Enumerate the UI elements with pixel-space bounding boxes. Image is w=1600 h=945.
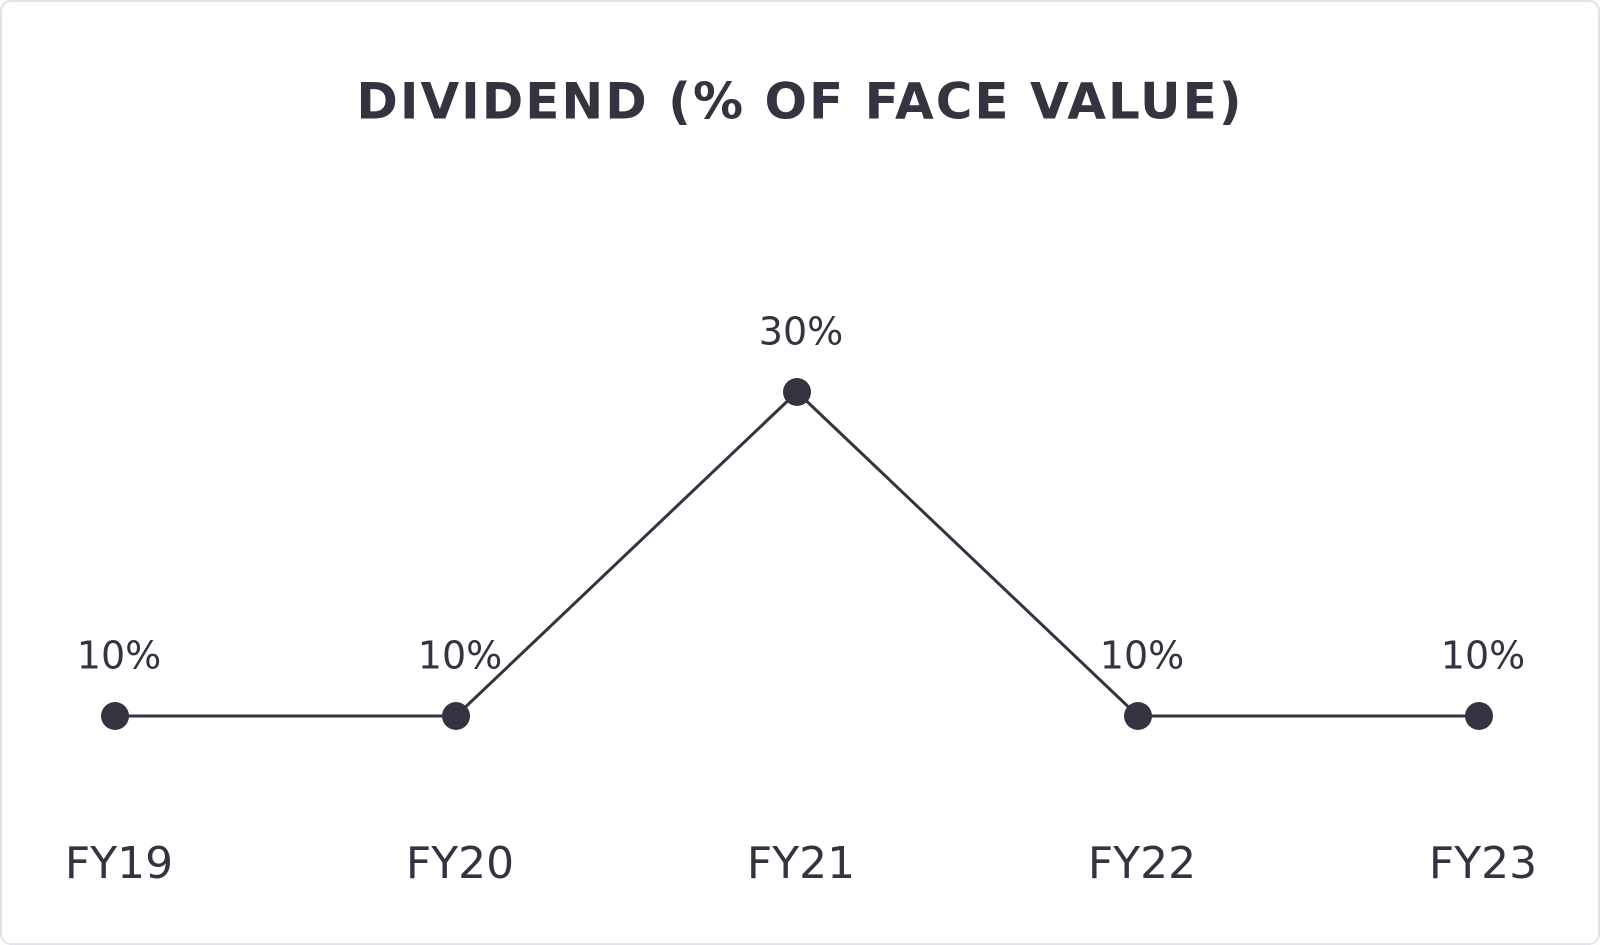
value-label: 30% bbox=[759, 310, 843, 354]
point bbox=[1124, 702, 1152, 730]
x-tick-label: FY19 bbox=[65, 838, 173, 889]
x-tick-label: FY20 bbox=[406, 838, 514, 889]
point bbox=[1465, 702, 1493, 730]
x-tick-label: FY22 bbox=[1088, 838, 1196, 889]
value-label: 10% bbox=[418, 634, 502, 678]
point bbox=[442, 702, 470, 730]
point bbox=[101, 702, 129, 730]
x-tick-label: FY23 bbox=[1429, 838, 1537, 889]
x-tick-label: FY21 bbox=[747, 838, 855, 889]
value-label: 10% bbox=[1441, 634, 1525, 678]
value-label: 10% bbox=[77, 634, 161, 678]
chart-title: DIVIDEND (% OF FACE VALUE) bbox=[356, 73, 1243, 131]
value-label: 10% bbox=[1100, 634, 1184, 678]
point bbox=[783, 378, 811, 406]
